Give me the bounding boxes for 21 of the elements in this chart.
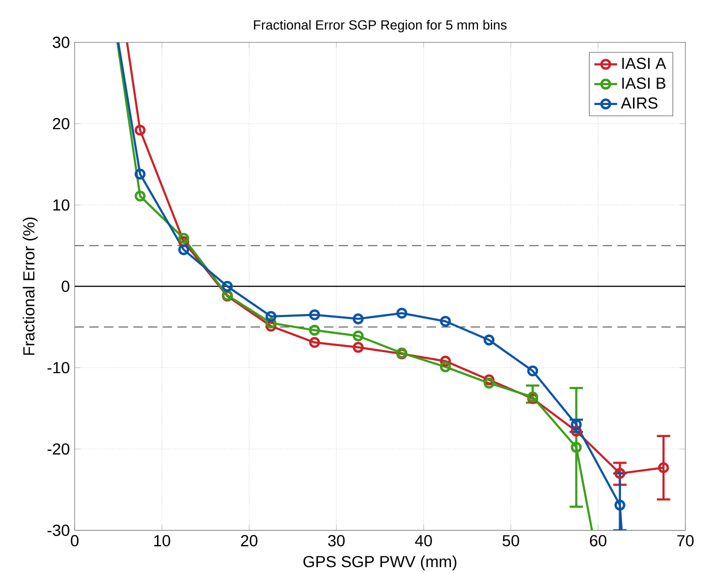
y-tick-label: -10	[48, 362, 70, 374]
legend-label: IASI A	[622, 58, 666, 70]
x-tick-label: 40	[415, 535, 432, 546]
y-tick-label: 20	[52, 118, 70, 130]
x-tick-label: 50	[502, 535, 520, 546]
y-tick-label: -20	[48, 443, 70, 455]
legend-label: AIRS	[620, 97, 658, 109]
y-tick-label: 10	[53, 199, 70, 211]
x-axis-title: GPS SGP PWV (mm)	[303, 556, 456, 570]
x-tick-label: 0	[70, 535, 78, 546]
x-tick-label: 10	[154, 535, 170, 546]
y-axis-title: Fractional Error (%)	[22, 218, 38, 355]
chart-title: Fractional Error SGP Region for 5 mm bins	[254, 20, 507, 32]
x-tick-label: 30	[328, 535, 345, 546]
y-tick-label: -30	[48, 524, 70, 536]
x-tick-label: 20	[241, 535, 258, 546]
x-tick-label: 70	[677, 535, 694, 546]
x-tick-label: 60	[590, 535, 606, 546]
legend-label: IASI B	[622, 78, 666, 89]
y-tick-label: 0	[62, 280, 70, 292]
y-tick-label: 30	[52, 36, 70, 48]
